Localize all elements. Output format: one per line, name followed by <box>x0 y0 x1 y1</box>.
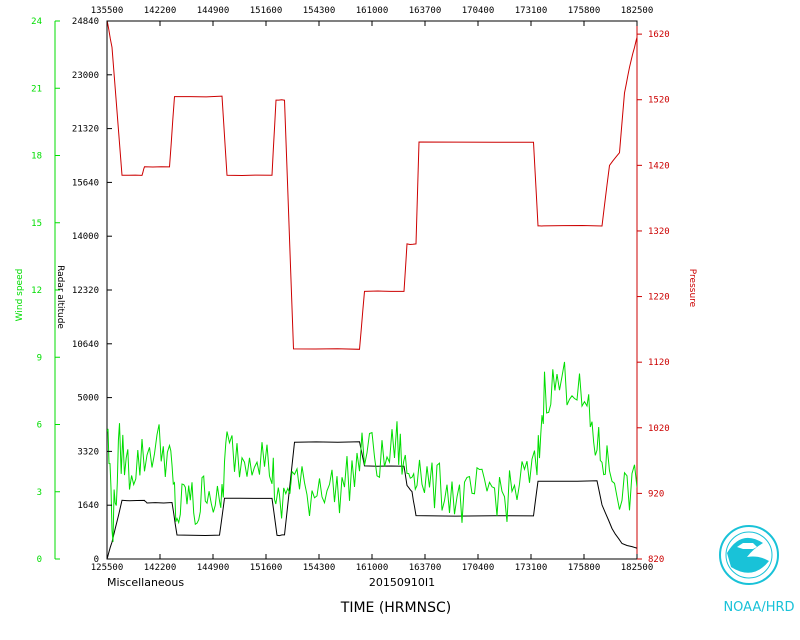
radar-altitude-tick-label: 0 <box>94 555 99 565</box>
wind-speed-tick-label: 24 <box>31 17 42 27</box>
radar-altitude-tick-label: 21320 <box>72 125 99 135</box>
noaa-logo-icon <box>719 525 779 585</box>
chart-subtitle: Miscellaneous <box>107 576 184 589</box>
pressure-axis-label: Pressure <box>687 269 697 308</box>
x-tick-bottom-label: 182500 <box>621 563 654 573</box>
series-line-pressure <box>107 21 637 350</box>
x-tick-top-label: 163700 <box>409 6 442 16</box>
radar-altitude-tick-label: 1640 <box>77 501 99 511</box>
wind-speed-tick-label: 15 <box>31 219 42 229</box>
radar-altitude-tick-label: 15640 <box>72 178 99 188</box>
x-tick-top-label: 142200 <box>144 6 177 16</box>
x-tick-bottom-label: 144900 <box>197 563 230 573</box>
pressure-tick-label: 820 <box>648 555 664 565</box>
x-axis-title: TIME (HRMNSC) <box>340 600 451 616</box>
x-tick-bottom-label: 173100 <box>515 563 548 573</box>
wind-speed-axis-label: Wind speed <box>15 269 25 322</box>
pressure-tick-label: 1020 <box>648 424 670 434</box>
wind-speed-tick-label: 21 <box>31 84 42 94</box>
wind-speed-tick-label: 18 <box>31 152 42 162</box>
x-tick-top-label: 135500 <box>91 6 124 16</box>
radar-altitude-tick-label: 23000 <box>72 71 99 81</box>
radar-altitude-tick-label: 3320 <box>77 447 99 457</box>
x-tick-top-label: 154300 <box>303 6 336 16</box>
x-tick-bottom-label: 163700 <box>409 563 442 573</box>
plot-frame <box>106 20 638 560</box>
x-tick-top-label: 151600 <box>250 6 283 16</box>
wind-speed-tick-label: 3 <box>37 488 42 498</box>
x-tick-bottom-label: 170400 <box>462 563 495 573</box>
radar-altitude-axis-label: Radar altitude <box>55 265 65 329</box>
x-tick-top-label: 175800 <box>568 6 601 16</box>
wind-speed-tick-label: 12 <box>31 286 42 296</box>
x-tick-bottom-label: 151600 <box>250 563 283 573</box>
series-layer <box>107 21 637 559</box>
pressure-tick-label: 1120 <box>648 358 670 368</box>
x-tick-bottom-label: 125500 <box>91 563 124 573</box>
x-tick-bottom-label: 142200 <box>144 563 177 573</box>
tick-layer: 125500 142200 144900 151600 154300 161000 1637… <box>31 6 670 573</box>
pressure-tick-label: 1520 <box>648 96 670 106</box>
date-label: 20150910I1 <box>369 576 435 589</box>
x-tick-top-label: 161000 <box>356 6 389 16</box>
x-tick-top-label: 144900 <box>197 6 230 16</box>
pressure-tick-label: 1420 <box>648 161 670 171</box>
x-tick-bottom-label: 175800 <box>568 563 601 573</box>
radar-altitude-tick-label: 10640 <box>72 340 99 350</box>
wind-speed-tick-label: 6 <box>37 421 42 431</box>
wind-speed-tick-label: 0 <box>37 555 42 565</box>
series-line-wind-speed <box>107 361 637 542</box>
radar-altitude-tick-label: 12320 <box>72 286 99 296</box>
pressure-tick-label: 1220 <box>648 293 670 303</box>
pressure-tick-label: 1320 <box>648 227 670 237</box>
x-tick-top-label: 170400 <box>462 6 495 16</box>
radar-altitude-tick-label: 5000 <box>77 394 99 404</box>
wind-speed-tick-label: 9 <box>37 353 42 363</box>
x-tick-top-label: 182500 <box>621 6 654 16</box>
x-tick-bottom-label: 154300 <box>303 563 336 573</box>
pressure-tick-label: 1620 <box>648 30 670 40</box>
radar-altitude-tick-label: 14000 <box>72 232 99 242</box>
radar-altitude-tick-label: 24840 <box>72 17 99 27</box>
series-line-radar-altitude <box>107 441 637 559</box>
pressure-tick-label: 920 <box>648 489 664 499</box>
x-tick-bottom-label: 161000 <box>356 563 389 573</box>
brand-label: NOAA/HRD <box>723 600 794 615</box>
x-tick-top-label: 173100 <box>515 6 548 16</box>
